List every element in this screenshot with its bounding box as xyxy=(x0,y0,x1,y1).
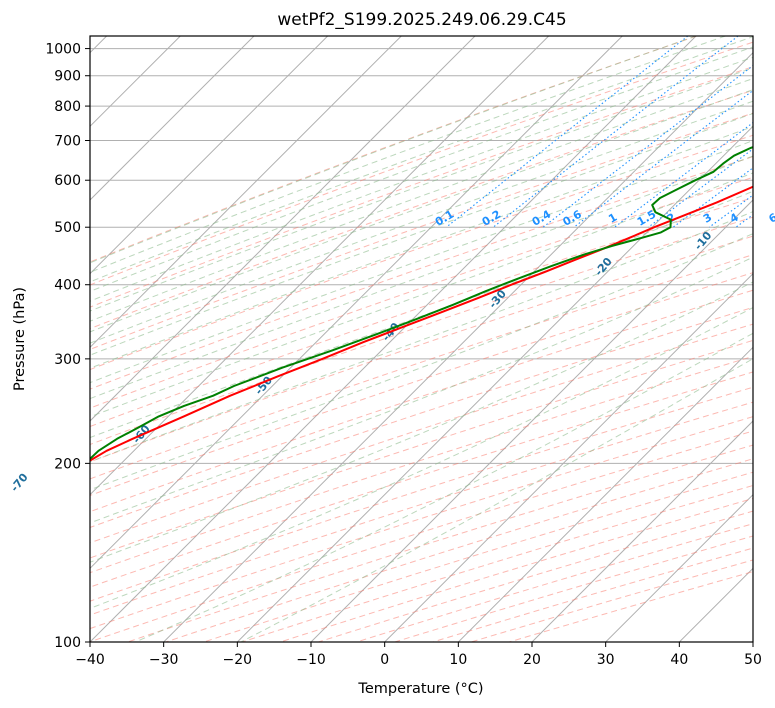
mixing-ratio-label: 6 xyxy=(766,210,775,225)
moist-adiabat-line xyxy=(90,77,753,322)
isotherm-gridline xyxy=(90,36,255,201)
moist-adiabat-line xyxy=(90,112,753,356)
dry-adiabat-line xyxy=(90,272,753,497)
dry-adiabat-line xyxy=(90,216,753,446)
x-tick-label: 40 xyxy=(670,652,688,668)
isotherm-gridline xyxy=(90,36,697,642)
moist-adiabat-line xyxy=(90,67,753,312)
isotherm-gridline xyxy=(90,36,476,422)
dry-adiabat-line xyxy=(90,430,753,642)
moist-adiabat-line xyxy=(90,233,753,491)
moist-adiabat-line xyxy=(90,190,753,439)
mixing-ratio-line xyxy=(492,36,739,228)
isotherm-gridline xyxy=(90,36,550,496)
mixing-ratio-line xyxy=(672,167,753,228)
isotherm-gridline xyxy=(384,272,753,642)
sounding-traces xyxy=(90,146,753,462)
moist-adiabat-line xyxy=(90,155,753,400)
dry-adiabat-line xyxy=(90,289,753,513)
x-axis-label: Temperature (°C) xyxy=(357,681,483,697)
y-tick-label: 300 xyxy=(54,352,81,368)
moist-adiabat-line xyxy=(90,36,726,273)
moist-adiabat-line xyxy=(90,307,753,609)
y-tick-label: 1000 xyxy=(45,42,81,58)
isotherm-gridline xyxy=(90,36,329,275)
moist-adiabat-line xyxy=(90,140,753,384)
isotherm-gridline xyxy=(90,36,623,570)
x-tick-label: 30 xyxy=(597,652,615,668)
y-tick-label: 100 xyxy=(54,635,81,651)
dry-adiabat-line xyxy=(90,323,753,544)
y-tick-label: 400 xyxy=(54,278,81,294)
temperature-trace xyxy=(90,185,753,462)
x-tick-label: −10 xyxy=(296,652,326,668)
x-tick-label: −40 xyxy=(75,652,105,668)
dry-adiabat-line xyxy=(90,306,753,528)
dry-adiabat-line xyxy=(90,89,753,330)
y-axis: 1000 900 800 700 600 500 400 300 200 100 xyxy=(45,42,90,651)
chart-title: wetPf2_S199.2025.249.06.29.C45 xyxy=(277,10,566,30)
isotherm-gridline xyxy=(90,36,402,349)
isotherm-gridline xyxy=(310,199,753,642)
plot-area: 0.10.20.40.611.52346810131620253036-100-… xyxy=(8,35,775,643)
dry-adiabat-line xyxy=(394,535,753,642)
dry-adiabat-line xyxy=(90,66,753,308)
moist-adiabat-line xyxy=(90,89,753,333)
dry-adiabat-line xyxy=(90,197,753,428)
y-tick-label: 200 xyxy=(54,456,81,472)
y-tick-label: 900 xyxy=(54,69,81,85)
dry-adiabat-line xyxy=(90,254,753,480)
moist-adiabat-line xyxy=(90,172,753,418)
isotherm-gridline xyxy=(236,125,753,642)
x-tick-label: 0 xyxy=(380,652,389,668)
moist-adiabat-line xyxy=(90,256,753,524)
x-tick-label: −20 xyxy=(223,652,253,668)
x-axis: −40 −30 −20 −10 0 10 20 30 40 50 xyxy=(75,642,762,668)
y-tick-label: 800 xyxy=(54,99,81,115)
dry-adiabat-line xyxy=(241,484,753,642)
background-lines xyxy=(90,36,753,642)
isotherm-gridline xyxy=(163,51,753,642)
isotherm-gridline xyxy=(605,493,753,642)
moist-adiabat-line xyxy=(90,36,697,264)
x-tick-label: 10 xyxy=(449,652,467,668)
mixing-ratio-line xyxy=(542,64,753,228)
plot-frame xyxy=(89,35,754,643)
dry-adiabat-line xyxy=(165,458,753,642)
moist-adiabat-line xyxy=(90,46,753,292)
dewpoint-trace xyxy=(90,146,753,461)
dry-adiabat-line xyxy=(90,176,753,409)
dry-adiabat-line xyxy=(90,416,753,630)
dry-adiabat-line xyxy=(90,235,753,463)
x-tick-label: 50 xyxy=(744,652,762,668)
dry-adiabat-line xyxy=(90,112,753,350)
x-tick-label: −30 xyxy=(149,652,179,668)
moist-adiabat-line xyxy=(90,56,753,302)
dry-adiabat-line xyxy=(90,36,697,263)
moist-adiabat-line xyxy=(240,358,753,642)
isotherm-gridline xyxy=(457,346,753,642)
dry-adiabat-line xyxy=(203,471,753,642)
y-tick-label: 700 xyxy=(54,133,81,149)
y-axis-label: Pressure (hPa) xyxy=(12,287,28,391)
dry-adiabat-line xyxy=(127,444,753,642)
moist-adiabat-line xyxy=(135,332,753,642)
y-tick-label: 500 xyxy=(54,220,81,236)
isotherm-gridline xyxy=(531,420,753,642)
mixing-ratio-line xyxy=(573,89,753,228)
y-tick-label: 600 xyxy=(54,173,81,189)
x-tick-label: 20 xyxy=(523,652,541,668)
